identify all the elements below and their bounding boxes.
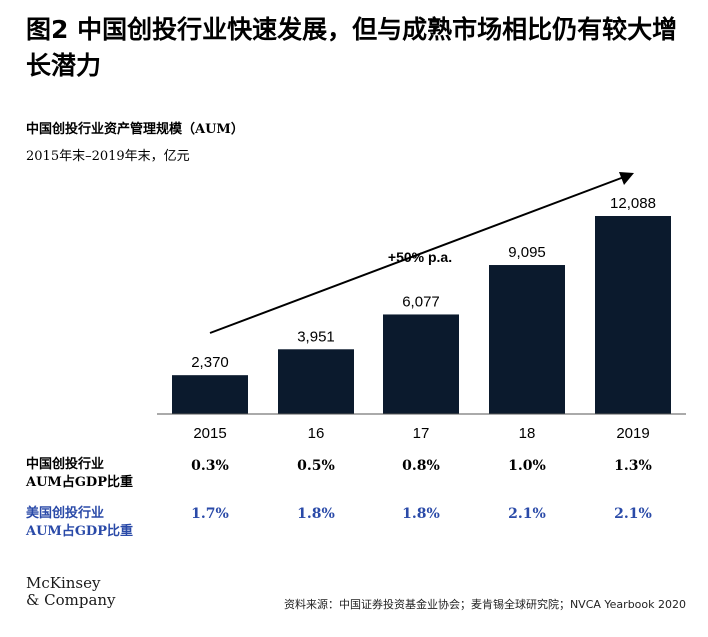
us-ratio-2017: 1.8% (402, 506, 440, 522)
us-ratio-label-line1: 美国创投行业 (26, 506, 105, 521)
logo-line1: McKinsey (26, 574, 101, 592)
bar (278, 349, 354, 414)
china-ratio-2018: 1.0% (508, 458, 546, 474)
bar-value-label: 2,370 (191, 354, 229, 371)
bar (489, 265, 565, 414)
bar-value-label: 12,088 (610, 195, 656, 212)
china-ratio-label: 中国创投行业 AUM占GDP比重 (26, 456, 133, 492)
china-ratio-2017: 0.8% (402, 458, 440, 474)
bar-value-label: 6,077 (402, 293, 440, 310)
x-tick-label: 2015 (193, 425, 226, 442)
china-ratio-2015: 0.3% (191, 458, 229, 474)
china-ratio-2019: 1.3% (614, 458, 652, 474)
x-tick-label: 2019 (616, 425, 649, 442)
us-ratio-label: 美国创投行业 AUM占GDP比重 (26, 505, 133, 541)
us-ratio-2015: 1.7% (191, 506, 229, 522)
us-ratio-2018: 2.1% (508, 506, 546, 522)
mckinsey-logo: McKinsey & Company (26, 575, 116, 609)
growth-arrowhead (619, 172, 634, 185)
china-ratio-2016: 0.5% (297, 458, 335, 474)
us-ratio-2016: 1.8% (297, 506, 335, 522)
china-ratio-label-line2: AUM占GDP比重 (26, 475, 133, 490)
source-note: 资料来源：中国证券投资基金业协会；麦肯锡全球研究院；NVCA Yearbook … (283, 598, 686, 611)
bar-value-label: 9,095 (508, 244, 546, 261)
china-ratio-label-line1: 中国创投行业 (26, 457, 105, 472)
chart-subtitle: 中国创投行业资产管理规模（AUM） (26, 122, 244, 137)
chart-units: 2015年末–2019年末，亿元 (26, 149, 190, 164)
bar (383, 314, 459, 414)
growth-annotation: +50% p.a. (388, 249, 452, 265)
figure-title: 图2 中国创投行业快速发展，但与成熟市场相比仍有较大增长潜力 (26, 15, 678, 80)
us-ratio-label-line2: AUM占GDP比重 (26, 524, 133, 539)
growth-arrow-line (209, 176, 625, 334)
bar-value-label: 3,951 (297, 328, 335, 345)
logo-line2: & Company (26, 591, 116, 609)
bar (595, 216, 671, 414)
x-tick-label: 18 (519, 425, 536, 442)
x-tick-label: 16 (308, 425, 325, 442)
us-ratio-2019: 2.1% (614, 506, 652, 522)
x-tick-label: 17 (413, 425, 430, 442)
bar (172, 375, 248, 414)
